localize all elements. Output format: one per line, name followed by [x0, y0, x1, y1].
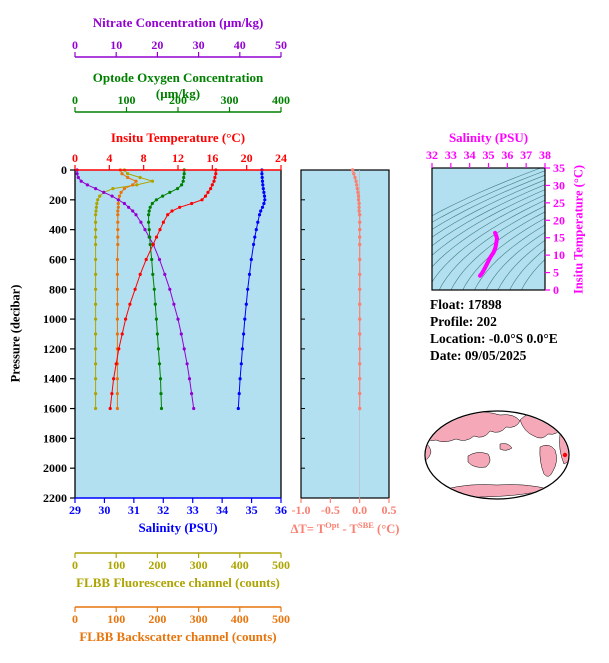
float-info-block: Float: 17898 Profile: 202 Location: -0.0…: [430, 296, 558, 364]
svg-text:0: 0: [72, 93, 78, 107]
svg-text:30: 30: [193, 38, 205, 52]
delta-t-label-sup-opt: Opt: [325, 520, 340, 530]
location-line: Location: -0.0°S 0.0°E: [430, 331, 558, 346]
svg-text:12: 12: [172, 151, 184, 165]
svg-text:10: 10: [553, 248, 565, 262]
date-line: Date: 09/05/2025: [430, 348, 527, 363]
ts-salinity-axis-title: Salinity (PSU): [448, 130, 529, 145]
oxygen-axis-title: Optode Oxygen Concentration (μm/kg): [92, 70, 264, 101]
svg-text:20: 20: [151, 38, 163, 52]
svg-text:0: 0: [72, 151, 78, 165]
main-profile-plot: [74, 168, 282, 498]
svg-text:100: 100: [107, 558, 125, 572]
svg-text:1000: 1000: [43, 312, 67, 326]
svg-text:15: 15: [553, 231, 565, 245]
world-map: [424, 410, 570, 500]
svg-text:100: 100: [107, 612, 125, 626]
svg-text:600: 600: [49, 252, 67, 266]
svg-text:36: 36: [501, 148, 513, 162]
svg-text:200: 200: [169, 93, 187, 107]
fluorescence-axis-title: FLBB Fluorescence channel (counts): [76, 575, 280, 590]
svg-text:400: 400: [49, 223, 67, 237]
svg-text:35: 35: [483, 148, 495, 162]
svg-text:400: 400: [231, 612, 249, 626]
ts-temperature-axis-title: Insitu Temperature (°C): [571, 164, 586, 295]
temperature-axis-title: Insitu Temperature (°C): [110, 130, 246, 145]
svg-text:30: 30: [553, 178, 565, 192]
svg-text:0: 0: [72, 38, 78, 52]
delta-t-label-sup-sbe: SBE: [357, 520, 374, 530]
float-number-line: Float: 17898: [430, 297, 502, 312]
svg-text:20: 20: [553, 213, 565, 227]
svg-text:36: 36: [275, 503, 287, 517]
svg-text:200: 200: [49, 193, 67, 207]
svg-text:500: 500: [272, 558, 290, 572]
svg-text:0: 0: [553, 283, 559, 297]
pressure-axis-title: Pressure (decibar): [8, 284, 23, 383]
svg-text:5: 5: [553, 266, 559, 280]
svg-text:200: 200: [148, 612, 166, 626]
svg-text:2000: 2000: [43, 461, 67, 475]
svg-text:0: 0: [61, 163, 67, 177]
svg-text:1600: 1600: [43, 402, 67, 416]
svg-text:300: 300: [221, 93, 239, 107]
svg-text:33: 33: [445, 148, 457, 162]
svg-text:0: 0: [72, 558, 78, 572]
svg-text:400: 400: [272, 93, 290, 107]
svg-text:0.0: 0.0: [352, 503, 367, 517]
svg-text:1400: 1400: [43, 372, 67, 386]
svg-text:25: 25: [553, 196, 565, 210]
delta-t-panel: -1.0 -0.5 0.0 0.5: [292, 168, 397, 517]
svg-text:200: 200: [148, 558, 166, 572]
svg-text:2200: 2200: [43, 491, 67, 505]
svg-text:34: 34: [464, 148, 476, 162]
svg-text:31: 31: [128, 503, 140, 517]
delta-t-label-part: ΔT= T: [290, 522, 326, 537]
svg-text:500: 500: [272, 612, 290, 626]
svg-text:4: 4: [106, 151, 112, 165]
nitrate-axis-title: Nitrate Concentration (μm/kg): [92, 15, 264, 30]
svg-text:300: 300: [190, 612, 208, 626]
svg-text:32: 32: [157, 503, 169, 517]
svg-text:100: 100: [118, 93, 136, 107]
svg-text:33: 33: [187, 503, 199, 517]
backscatter-axis-title: FLBB Backscatter channel (counts): [79, 629, 277, 644]
svg-text:37: 37: [520, 148, 532, 162]
salinity-axis-title: Salinity (PSU): [138, 520, 218, 535]
svg-text:16: 16: [206, 151, 218, 165]
svg-text:1200: 1200: [43, 342, 67, 356]
svg-text:-0.5: -0.5: [321, 503, 340, 517]
svg-text:50: 50: [275, 38, 287, 52]
svg-text:8: 8: [141, 151, 147, 165]
svg-text:-1.0: -1.0: [292, 503, 311, 517]
svg-text:0: 0: [72, 612, 78, 626]
ts-diagram-panel: 32 33 34 35 36 37 38 0 5 10 15 20 25 30 35: [426, 148, 565, 297]
svg-text:1800: 1800: [43, 431, 67, 445]
svg-text:10: 10: [110, 38, 122, 52]
delta-t-label-part: (°C): [373, 522, 400, 537]
svg-text:35: 35: [246, 503, 258, 517]
svg-text:24: 24: [275, 151, 287, 165]
svg-text:300: 300: [190, 558, 208, 572]
svg-text:29: 29: [69, 503, 81, 517]
svg-text:20: 20: [241, 151, 253, 165]
svg-text:38: 38: [539, 148, 551, 162]
svg-text:40: 40: [234, 38, 246, 52]
profile-number-line: Profile: 202: [430, 314, 497, 329]
delta-t-axis-title: ΔT= TOpt - TSBE (°C): [265, 520, 425, 537]
svg-text:35: 35: [553, 161, 565, 175]
svg-text:34: 34: [216, 503, 228, 517]
svg-text:30: 30: [98, 503, 110, 517]
svg-text:32: 32: [426, 148, 438, 162]
delta-t-label-part: - T: [339, 522, 358, 537]
svg-text:0.5: 0.5: [382, 503, 397, 517]
svg-text:800: 800: [49, 282, 67, 296]
svg-text:400: 400: [231, 558, 249, 572]
